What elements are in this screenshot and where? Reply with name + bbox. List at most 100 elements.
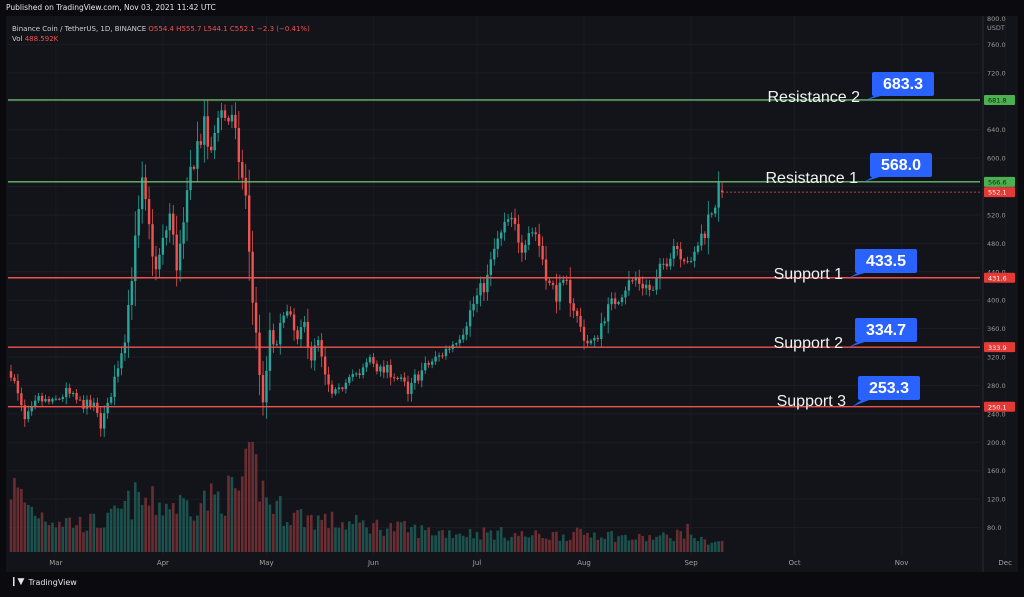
tradingview-logo[interactable]: ❙▼ TradingView (10, 577, 77, 587)
y-tick-label: 240.0 (987, 410, 1006, 418)
volume-bar (175, 513, 178, 552)
volume-bar (92, 513, 96, 552)
volume-bar (527, 537, 531, 552)
candle-body (140, 177, 144, 210)
y-tick-label: 200.0 (987, 439, 1006, 447)
candle-body (386, 364, 389, 373)
price-marker-label: 431.6 (988, 274, 1007, 282)
candle-body (323, 356, 327, 375)
volume-bar (413, 524, 417, 552)
volume-bar (634, 539, 638, 552)
volume-bar (275, 500, 279, 552)
volume-bar (548, 539, 551, 552)
volume-bar (455, 534, 458, 552)
volume-bar (247, 442, 251, 552)
volume-bar (568, 539, 572, 552)
x-axis: MarAprMayJunJulAugSepOctNovDec2022Feb (49, 559, 1012, 567)
candle-body (524, 244, 527, 253)
candle-body (161, 237, 165, 255)
volume-bar (337, 527, 341, 552)
callout-value: 433.5 (866, 253, 906, 270)
candle-body (555, 284, 558, 302)
volume-bar (9, 499, 13, 552)
x-tick-label: Jul (472, 559, 482, 567)
candle-body (534, 232, 537, 235)
volume-bar (399, 522, 403, 552)
candle-body (700, 233, 703, 246)
candle-body (486, 274, 489, 293)
candle-body (330, 384, 334, 394)
volume-bar (648, 535, 651, 552)
volume-bar (423, 530, 427, 552)
candle-body (358, 373, 361, 376)
volume-bar (251, 442, 254, 552)
candle-body (47, 398, 51, 402)
volume-bar (427, 527, 430, 552)
volume-bar (368, 533, 372, 552)
candle-body (410, 382, 413, 394)
volume-bar (258, 501, 261, 552)
volume-bar (537, 533, 541, 552)
callout-box (855, 249, 917, 273)
candle-body (375, 363, 379, 372)
candle-body (65, 387, 68, 398)
candle-body (99, 413, 102, 429)
candle-body (482, 283, 486, 293)
volume-bar (16, 487, 20, 552)
candle-body (662, 263, 665, 265)
volume-bar (475, 531, 479, 552)
volume-bar (385, 528, 389, 552)
x-tick-label: May (259, 559, 273, 567)
candle-body (337, 387, 341, 390)
volume-bar (120, 508, 123, 552)
volume-bar (196, 515, 199, 552)
candle-body (210, 146, 213, 151)
y-tick-label: 520.0 (987, 211, 1006, 219)
y-tick-label: 560.0 (987, 183, 1006, 191)
volume-bar (20, 489, 23, 552)
y-tick-label: 480.0 (987, 240, 1006, 248)
volume-bar (624, 534, 627, 552)
volume-bar (713, 541, 717, 552)
x-tick-label: Mar (49, 559, 62, 567)
level-name: Resistance 1 (766, 170, 859, 187)
candle-body (582, 326, 586, 341)
candle-body (562, 279, 565, 283)
candle-body (30, 405, 33, 412)
volume-bar (216, 491, 220, 552)
volume-bar (610, 531, 613, 552)
volume-bar (586, 532, 589, 552)
candle-body (651, 289, 655, 291)
y-axis-unit: USDT (987, 24, 1005, 32)
symbol-line: Binance Coin / TetherUS, 1D, BINANCE O55… (12, 25, 310, 33)
volume-bar (444, 537, 448, 552)
volume-bar (71, 527, 75, 552)
candle-body (665, 263, 669, 267)
candle-body (261, 375, 265, 403)
volume-bar (389, 522, 393, 552)
candle-body (406, 381, 410, 394)
callout-box (870, 153, 932, 177)
volume-bar (492, 539, 496, 552)
candle-body (296, 330, 299, 340)
volume-bar (575, 527, 579, 552)
candle-body (437, 355, 441, 357)
candle-body (13, 377, 16, 381)
volume-bar (299, 509, 303, 552)
candle-body (368, 357, 372, 363)
candle-body (510, 217, 513, 220)
candle-body (113, 376, 116, 397)
candle-body (351, 374, 354, 377)
volume-bar (303, 527, 306, 552)
volume-bar (689, 534, 693, 552)
y-tick-label: 720.0 (987, 69, 1006, 77)
volume-bar (700, 536, 703, 552)
candle-body (441, 355, 444, 357)
candle-body (427, 362, 430, 365)
candle-body (627, 280, 631, 291)
volume-bar (292, 512, 296, 552)
candle-body (317, 340, 320, 346)
volume-bar (517, 535, 520, 552)
